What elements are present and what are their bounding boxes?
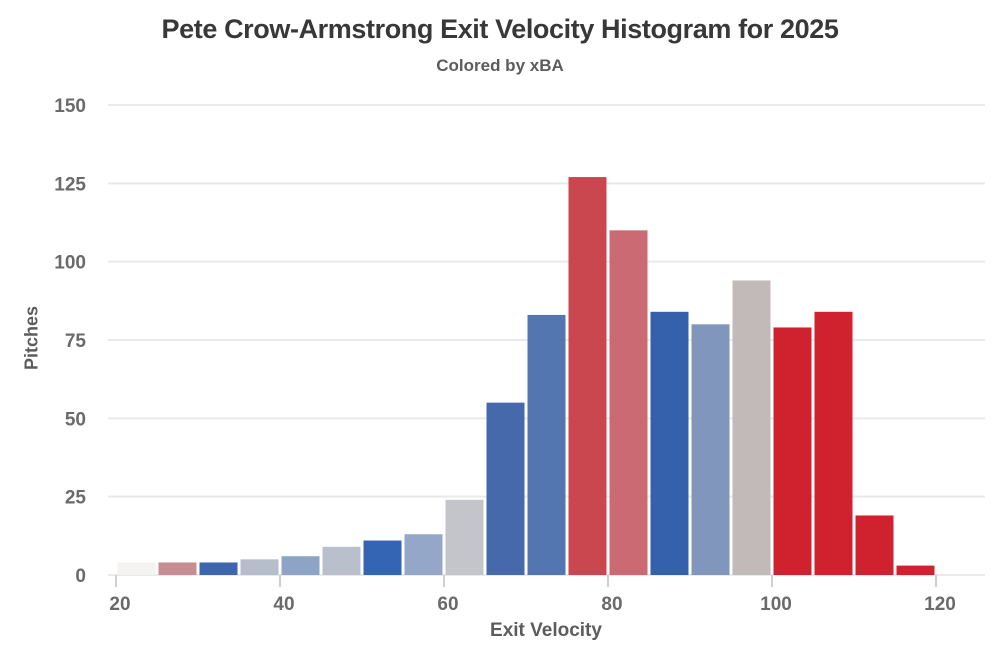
y-tick-label: 0 (75, 566, 86, 587)
histogram-bar (814, 311, 853, 575)
histogram-bar (527, 314, 566, 575)
x-tick-label: 80 (601, 594, 622, 615)
histogram-bar (568, 177, 607, 576)
histogram-bar (363, 540, 402, 575)
chart-title: Pete Crow-Armstrong Exit Velocity Histog… (161, 14, 839, 44)
y-tick-label: 150 (54, 96, 86, 117)
x-axis-label: Exit Velocity (490, 620, 602, 641)
histogram-bar (322, 546, 361, 575)
histogram-bar (281, 556, 320, 575)
y-tick-label: 100 (54, 253, 86, 274)
histogram-bar (732, 280, 771, 575)
histogram-bar (650, 311, 689, 575)
y-tick-label: 25 (65, 488, 87, 509)
histogram-bar (404, 534, 443, 575)
histogram-bar (773, 327, 812, 575)
histogram-bar (609, 230, 648, 576)
y-tick-label: 125 (54, 174, 86, 195)
histogram-bar (445, 499, 484, 575)
histogram-bar (855, 515, 894, 575)
x-tick-label: 100 (760, 594, 792, 615)
histogram-bar (486, 402, 525, 575)
x-tick-label: 120 (924, 594, 956, 615)
x-tick-label: 40 (273, 594, 294, 615)
histogram-bar (158, 562, 197, 575)
x-tick-label: 20 (109, 594, 130, 615)
x-tick-label: 60 (437, 594, 458, 615)
histogram-bar (199, 562, 238, 575)
histogram-bar (240, 559, 279, 575)
histogram-bar (691, 324, 730, 575)
y-tick-label: 75 (65, 331, 87, 352)
histogram-bar (896, 565, 935, 575)
chart-subtitle: Colored by xBA (436, 56, 564, 75)
histogram-bar (117, 562, 156, 575)
y-tick-label: 50 (65, 409, 86, 430)
